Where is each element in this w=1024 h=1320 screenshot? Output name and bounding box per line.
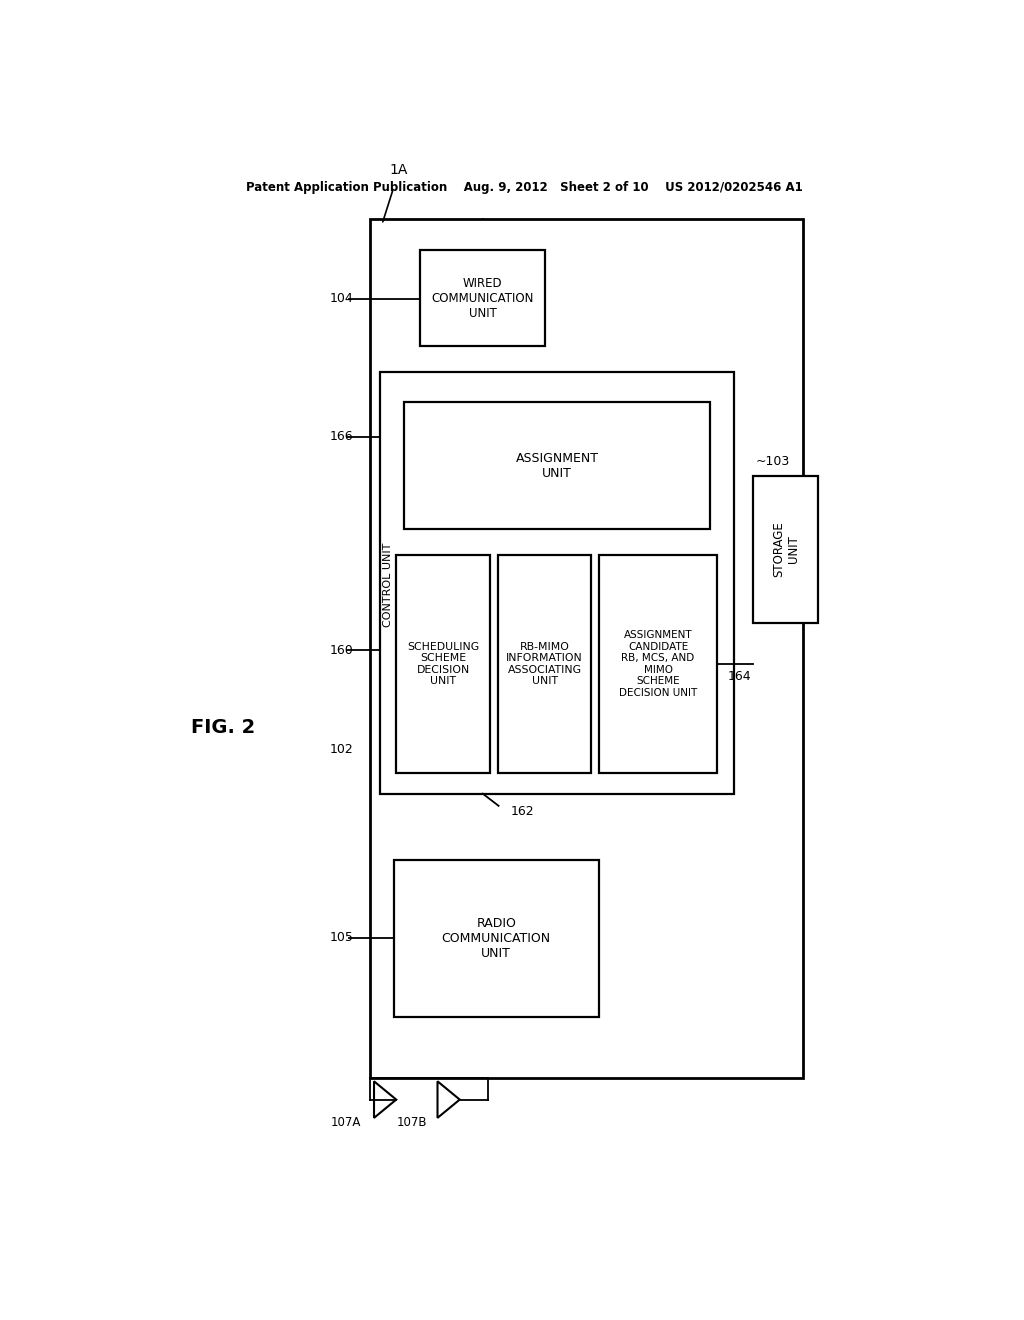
Bar xyxy=(420,249,546,346)
Bar xyxy=(396,554,489,774)
Bar xyxy=(394,859,599,1018)
Text: RB-MIMO
INFORMATION
ASSOCIATING
UNIT: RB-MIMO INFORMATION ASSOCIATING UNIT xyxy=(506,642,583,686)
Bar xyxy=(498,554,592,774)
Bar xyxy=(754,475,818,623)
Text: STORAGE
UNIT: STORAGE UNIT xyxy=(772,521,800,577)
Text: 164: 164 xyxy=(728,671,752,684)
Text: Patent Application Publication    Aug. 9, 2012   Sheet 2 of 10    US 2012/020254: Patent Application Publication Aug. 9, 2… xyxy=(247,181,803,194)
Bar xyxy=(370,219,803,1078)
Text: 107A: 107A xyxy=(331,1115,361,1129)
Text: 102: 102 xyxy=(330,743,353,756)
Text: 162: 162 xyxy=(511,805,535,818)
Text: CONTROL UNIT: CONTROL UNIT xyxy=(383,543,393,627)
Text: 160: 160 xyxy=(330,644,353,657)
Text: ASSIGNMENT
UNIT: ASSIGNMENT UNIT xyxy=(515,451,598,480)
Text: 1A: 1A xyxy=(390,162,409,177)
Text: ~103: ~103 xyxy=(756,455,790,467)
Text: 166: 166 xyxy=(330,430,353,444)
Text: RADIO
COMMUNICATION
UNIT: RADIO COMMUNICATION UNIT xyxy=(441,917,551,960)
Bar xyxy=(380,372,733,793)
Text: FIG. 2: FIG. 2 xyxy=(191,718,256,737)
Text: ASSIGNMENT
CANDIDATE
RB, MCS, AND
MIMO
SCHEME
DECISION UNIT: ASSIGNMENT CANDIDATE RB, MCS, AND MIMO S… xyxy=(618,630,697,698)
Text: WIRED
COMMUNICATION
UNIT: WIRED COMMUNICATION UNIT xyxy=(431,277,534,319)
Text: SCHEDULING
SCHEME
DECISION
UNIT: SCHEDULING SCHEME DECISION UNIT xyxy=(407,642,479,686)
Bar xyxy=(404,403,710,529)
Bar xyxy=(599,554,717,774)
Text: 107B: 107B xyxy=(396,1115,427,1129)
Text: 104: 104 xyxy=(330,292,353,305)
Text: 105: 105 xyxy=(330,932,353,945)
